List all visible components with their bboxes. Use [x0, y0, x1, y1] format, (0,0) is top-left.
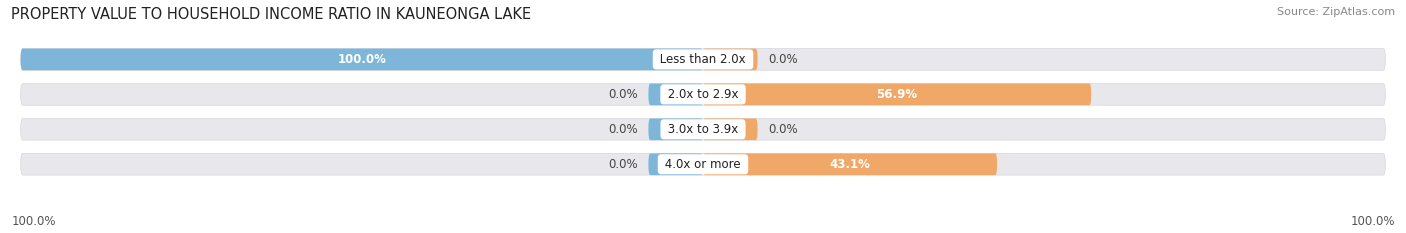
- Text: 100.0%: 100.0%: [11, 215, 56, 228]
- FancyBboxPatch shape: [21, 49, 703, 70]
- Text: 0.0%: 0.0%: [768, 123, 797, 136]
- Text: 56.9%: 56.9%: [876, 88, 918, 101]
- FancyBboxPatch shape: [703, 154, 997, 175]
- Text: 43.1%: 43.1%: [830, 158, 870, 171]
- Text: 100.0%: 100.0%: [337, 53, 387, 66]
- FancyBboxPatch shape: [703, 49, 758, 70]
- Text: 2.0x to 2.9x: 2.0x to 2.9x: [664, 88, 742, 101]
- Text: 0.0%: 0.0%: [609, 88, 638, 101]
- Text: 0.0%: 0.0%: [609, 123, 638, 136]
- FancyBboxPatch shape: [648, 118, 703, 140]
- FancyBboxPatch shape: [21, 49, 1385, 70]
- FancyBboxPatch shape: [648, 84, 703, 105]
- FancyBboxPatch shape: [703, 84, 1091, 105]
- Text: Less than 2.0x: Less than 2.0x: [657, 53, 749, 66]
- Text: 0.0%: 0.0%: [609, 158, 638, 171]
- Text: 100.0%: 100.0%: [1350, 215, 1395, 228]
- Text: 0.0%: 0.0%: [768, 53, 797, 66]
- FancyBboxPatch shape: [21, 154, 1385, 175]
- FancyBboxPatch shape: [21, 118, 1385, 140]
- Text: PROPERTY VALUE TO HOUSEHOLD INCOME RATIO IN KAUNEONGA LAKE: PROPERTY VALUE TO HOUSEHOLD INCOME RATIO…: [11, 7, 531, 22]
- Text: 4.0x or more: 4.0x or more: [661, 158, 745, 171]
- Text: 3.0x to 3.9x: 3.0x to 3.9x: [664, 123, 742, 136]
- Text: Source: ZipAtlas.com: Source: ZipAtlas.com: [1277, 7, 1395, 17]
- FancyBboxPatch shape: [648, 154, 703, 175]
- FancyBboxPatch shape: [21, 84, 1385, 105]
- FancyBboxPatch shape: [703, 118, 758, 140]
